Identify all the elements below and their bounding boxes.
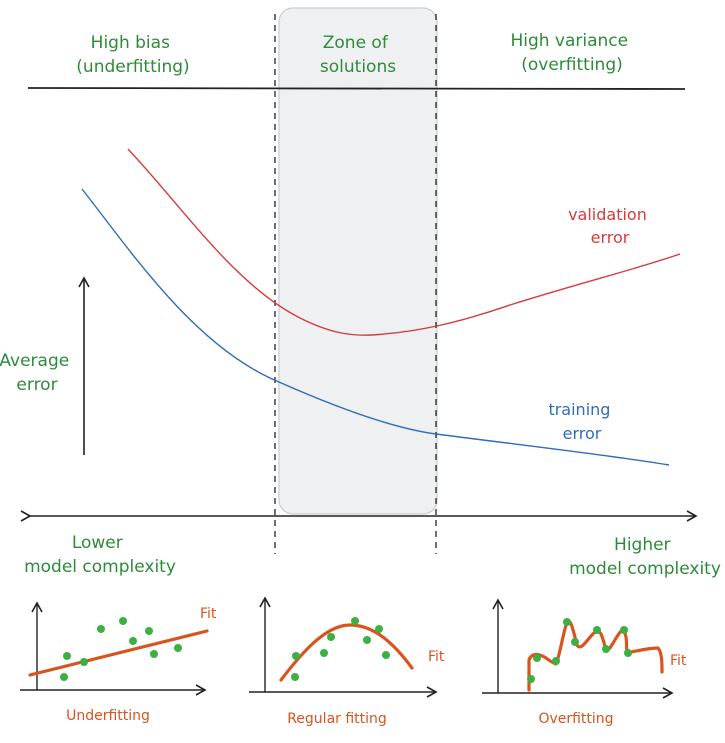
data-point: [320, 649, 328, 657]
lower-complexity-label: Lower model complexity: [24, 533, 176, 577]
data-point: [382, 651, 390, 659]
data-point: [375, 625, 383, 633]
data-point: [80, 658, 88, 666]
higher-complexity-label: Higher model complexity: [569, 535, 721, 579]
underfitting-fit-label: Fit: [200, 606, 217, 622]
data-point: [533, 654, 541, 662]
overfitting-caption: Overfitting: [538, 711, 613, 727]
data-point: [624, 649, 632, 657]
data-point: [119, 617, 127, 625]
data-point: [174, 644, 182, 652]
regular-fitting-panel: Fit Regular fitting: [249, 596, 445, 727]
data-point: [363, 636, 371, 644]
data-point: [602, 645, 610, 653]
training-error-curve: [81, 188, 670, 466]
region-label-middle: Zone of solutions: [320, 33, 396, 77]
region-label-left: High bias (underfitting): [76, 33, 189, 77]
data-point: [563, 618, 571, 626]
data-point: [145, 627, 153, 635]
overfitting-panel: Fit Overfitting: [482, 598, 687, 727]
data-point: [60, 673, 68, 681]
overfitting-fit-label: Fit: [670, 653, 687, 669]
underfitting-panel: Fit Underfitting: [20, 601, 217, 724]
data-point: [291, 673, 299, 681]
data-point: [527, 675, 535, 683]
solution-zone-box: [278, 7, 438, 515]
regular-fitting-caption: Regular fitting: [287, 711, 387, 727]
data-point: [150, 650, 158, 658]
data-point: [97, 625, 105, 633]
data-point: [593, 626, 601, 634]
validation-error-label: validation error: [568, 205, 652, 247]
data-point: [351, 617, 359, 625]
region-label-right: High variance (overfitting): [510, 31, 633, 75]
regular-fit-curve: [279, 623, 414, 682]
data-point: [327, 633, 335, 641]
underfitting-fit-line: [28, 629, 209, 677]
underfitting-caption: Underfitting: [66, 708, 150, 724]
validation-error-curve: [127, 148, 681, 336]
data-point: [571, 638, 579, 646]
data-point: [63, 652, 71, 660]
regular-fit-label: Fit: [428, 649, 445, 665]
data-point: [620, 626, 628, 634]
training-error-label: training error: [548, 400, 615, 443]
data-point: [552, 657, 560, 665]
average-error-label: Average error: [0, 351, 75, 395]
top-separator-line: [27, 87, 686, 90]
data-point: [292, 652, 300, 660]
data-point: [129, 637, 137, 645]
